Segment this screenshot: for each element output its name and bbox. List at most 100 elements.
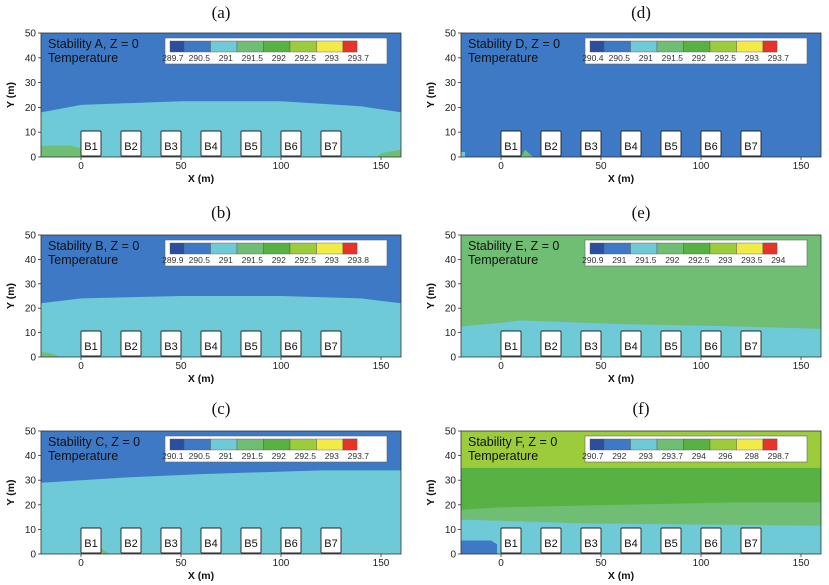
colorbar-tick-label: 292.5	[295, 451, 317, 461]
contour-band-1	[521, 149, 533, 157]
y-tick-label: 40	[25, 451, 37, 462]
x-tick-label: 50	[595, 361, 607, 372]
building-box	[700, 527, 722, 554]
colorbar-swatch	[762, 242, 778, 255]
building-box	[80, 330, 102, 357]
building-b2: B2	[120, 130, 142, 157]
colorbar-tick-label: 291	[639, 53, 653, 63]
building-b5: B5	[660, 130, 682, 157]
colorbar-tick-label: 291	[219, 451, 233, 461]
colorbar-tick-label: 291	[219, 255, 233, 265]
variable-title: Temperature	[48, 51, 118, 65]
colorbar-swatch	[603, 40, 631, 53]
colorbar-tick-label: 291.5	[662, 53, 684, 63]
stability-title: Stability A, Z = 0	[48, 37, 139, 51]
building-label: B2	[544, 538, 557, 550]
y-tick-label: 0	[450, 153, 456, 164]
variable-title: Temperature	[468, 51, 538, 65]
building-label: B7	[324, 538, 337, 550]
y-tick-label: 30	[25, 476, 37, 487]
colorbar-swatch	[289, 40, 317, 53]
contour-band-0	[461, 152, 465, 157]
building-label: B5	[244, 341, 257, 353]
y-tick-label: 40	[445, 255, 457, 266]
panel-label: (e)	[632, 203, 651, 222]
building-label: B4	[204, 538, 217, 550]
building-box	[160, 130, 182, 157]
building-b1: B1	[80, 527, 102, 554]
colorbar-tick-label: 292.5	[295, 53, 317, 63]
building-b7: B7	[740, 330, 762, 357]
building-label: B3	[164, 341, 177, 353]
x-axis-label: X (m)	[188, 373, 214, 385]
building-b5: B5	[660, 330, 682, 357]
building-box	[320, 527, 342, 554]
building-b7: B7	[320, 130, 342, 157]
colorbar-tick-label: 292.5	[295, 255, 317, 265]
colorbar-tick-label: 292	[272, 255, 286, 265]
building-box	[740, 527, 762, 554]
colorbar-swatch	[683, 40, 711, 53]
colorbar-tick-label: 291.5	[242, 451, 264, 461]
building-box	[540, 527, 562, 554]
y-tick-label: 30	[445, 476, 457, 487]
building-b6: B6	[280, 330, 302, 357]
building-label: B5	[664, 341, 677, 353]
y-tick-label: 0	[450, 353, 456, 364]
building-label: B1	[504, 341, 517, 353]
building-b3: B3	[580, 330, 602, 357]
colorbar-swatch	[630, 40, 658, 53]
colorbar-tick-label: 290.4	[582, 53, 604, 63]
building-b1: B1	[500, 527, 522, 554]
building-label: B4	[624, 538, 637, 550]
y-axis-label: Y (m)	[5, 82, 17, 108]
building-box	[580, 527, 602, 554]
panel-label: (a)	[212, 3, 231, 22]
building-box	[240, 527, 262, 554]
plot-frame	[40, 430, 402, 555]
colorbar-swatch	[630, 242, 658, 255]
y-axis-label: Y (m)	[5, 283, 17, 309]
colorbar-swatch	[683, 242, 711, 255]
building-box	[700, 130, 722, 157]
contour-band-1	[41, 352, 61, 357]
colorbar-swatch	[709, 438, 737, 451]
plot-frame	[40, 234, 402, 358]
building-label: B7	[744, 538, 757, 550]
colorbar-swatch	[762, 40, 778, 53]
x-axis-label: X (m)	[188, 173, 214, 185]
building-label: B6	[284, 141, 297, 153]
building-box	[660, 527, 682, 554]
x-tick-label: 100	[273, 161, 290, 172]
x-tick-label: 100	[693, 161, 710, 172]
variable-title: Temperature	[48, 253, 118, 267]
building-b2: B2	[120, 527, 142, 554]
colorbar-tick-label: 294	[692, 451, 706, 461]
building-label: B5	[664, 141, 677, 153]
building-box	[580, 330, 602, 357]
x-tick-label: 100	[273, 558, 290, 569]
colorbar-swatch	[210, 242, 238, 255]
building-b3: B3	[160, 527, 182, 554]
colorbar-tick-label: 293.5	[741, 255, 763, 265]
x-tick-label: 150	[793, 361, 810, 372]
building-label: B1	[84, 341, 97, 353]
colorbar-tick-label: 293.8	[348, 255, 370, 265]
building-label: B4	[204, 141, 217, 153]
y-tick-label: 50	[25, 29, 37, 40]
building-b3: B3	[160, 130, 182, 157]
x-tick-label: 0	[78, 361, 84, 372]
building-label: B2	[124, 141, 137, 153]
colorbar: 290.4 290.5 291 291.5 292 292.5 293 293.7	[582, 37, 808, 65]
building-box	[540, 130, 562, 157]
y-tick-label: 0	[30, 153, 36, 164]
colorbar-tick-label: 290.1	[162, 451, 184, 461]
colorbar-tick-label: 294	[771, 255, 785, 265]
building-box	[240, 330, 262, 357]
y-axis-label: Y (m)	[425, 283, 437, 309]
colorbar-tick-label: 291.5	[242, 255, 264, 265]
y-tick-label: 50	[25, 231, 37, 242]
y-tick-label: 50	[445, 29, 457, 40]
colorbar-tick-label: 292.5	[715, 53, 737, 63]
building-label: B5	[664, 538, 677, 550]
